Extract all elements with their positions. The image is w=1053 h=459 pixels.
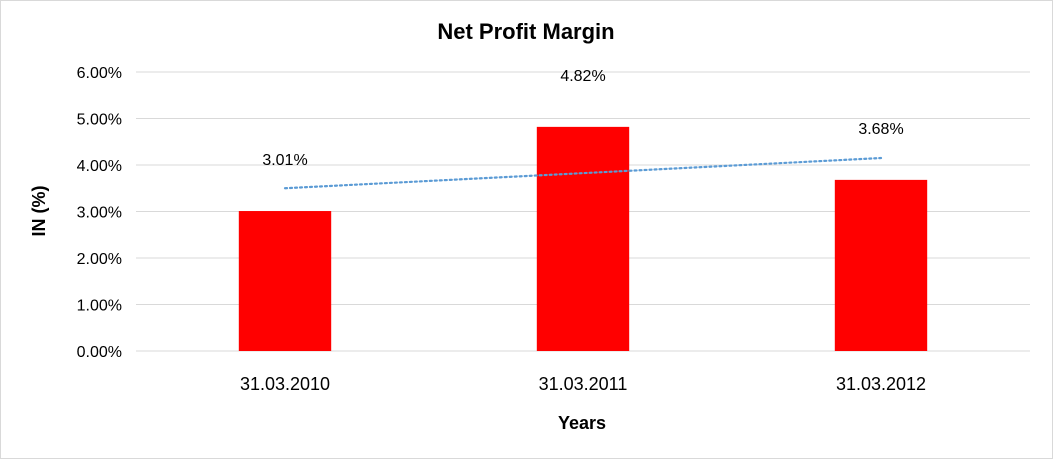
x-tick-label: 31.03.2010 (240, 374, 330, 394)
y-tick-label: 3.00% (77, 205, 122, 222)
data-label: 3.68% (858, 121, 903, 138)
trendline-layer (283, 156, 883, 190)
bar (238, 211, 332, 351)
bars (238, 126, 928, 352)
y-tick-label: 1.00% (77, 298, 122, 315)
y-tick-label: 4.00% (77, 158, 122, 175)
y-axis-ticks: 0.00% 1.00% 2.00% 3.00% 4.00% 5.00% 6.00% (77, 65, 122, 361)
data-labels: 3.01% 4.82% 3.68% (262, 68, 903, 169)
y-tick-label: 5.00% (77, 112, 122, 129)
bar (536, 126, 630, 352)
x-tick-label: 31.03.2011 (539, 374, 628, 394)
y-tick-label: 2.00% (77, 251, 122, 268)
y-tick-label: 0.00% (77, 344, 122, 361)
x-axis-ticks: 31.03.2010 31.03.2011 31.03.2012 (240, 374, 926, 394)
x-tick-label: 31.03.2012 (836, 374, 926, 394)
y-tick-label: 6.00% (77, 65, 122, 82)
data-label: 3.01% (262, 152, 307, 169)
data-label: 4.82% (560, 68, 605, 85)
y-axis-title: IN (%) (29, 186, 49, 237)
x-axis-title: Years (558, 413, 606, 433)
trendline (283, 156, 883, 190)
chart-title: Net Profit Margin (437, 19, 614, 44)
bar (834, 179, 928, 351)
